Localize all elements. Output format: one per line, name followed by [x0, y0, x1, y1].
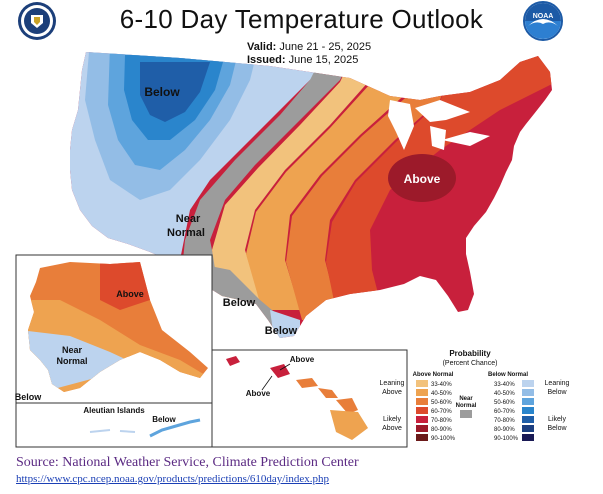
- legend-above-label: 80-90%: [431, 427, 452, 433]
- hawaii-inset-frame: [211, 349, 408, 448]
- aleutian-title: Aleutian Islands: [83, 406, 145, 415]
- legend-above-swatch: [416, 398, 428, 405]
- map-label-below-nw: Below: [144, 85, 180, 99]
- legend-below-swatch: [522, 398, 534, 405]
- legend-below-swatch: [522, 407, 534, 414]
- legend-above-swatch: [416, 389, 428, 396]
- legend-near-swatch: [460, 410, 472, 418]
- legend-above-label: 90-100%: [431, 436, 456, 442]
- valid-label: Valid:: [247, 41, 277, 53]
- legend-below-swatch: [522, 425, 534, 432]
- legend-below-header: Below Normal: [488, 372, 528, 378]
- legend-below-swatch: [522, 380, 534, 387]
- source-link[interactable]: https://www.cpc.ncep.noaa.gov/products/p…: [16, 473, 330, 485]
- issued-date: June 15, 2025: [288, 54, 359, 66]
- legend-below-label: 70-80%: [494, 418, 515, 424]
- hi-label-above-2: Above: [246, 389, 271, 398]
- map-label-below-tx: Below: [265, 325, 298, 337]
- legend-below-swatch: [522, 416, 534, 423]
- legend-likely-above-2: Above: [382, 425, 402, 432]
- legend-above-header: Above Normal: [413, 372, 454, 378]
- legend-below-label: 40-50%: [494, 391, 515, 397]
- legend-above-swatch: [416, 407, 428, 414]
- map-label-above-ne: Above: [404, 172, 441, 186]
- legend-near-label-2: Normal: [456, 403, 477, 409]
- aleutian-label-below: Below: [152, 415, 176, 424]
- legend-above-swatch: [416, 380, 428, 387]
- map-label-near-1: Near: [176, 213, 201, 225]
- valid-dates: June 21 - 25, 2025: [279, 41, 372, 53]
- legend-below-label: 80-90%: [494, 427, 515, 433]
- legend: Probability (Percent Chance) Above Norma…: [380, 349, 570, 442]
- ak-label-above: Above: [116, 289, 144, 299]
- doc-seal-icon: [18, 2, 56, 40]
- issued-label: Issued:: [247, 54, 286, 66]
- legend-below-label: 50-60%: [494, 400, 515, 406]
- map-label-below-sw: Below: [223, 297, 256, 309]
- source-credit: Source: National Weather Service, Climat…: [16, 455, 359, 470]
- legend-below-scale: 33-40% 40-50% 50-60% 60-70% 70-80% 80-90% 90-1…: [494, 380, 534, 442]
- valid-issued-block: Valid: June 21 - 25, 2025 Issued: June 1…: [247, 41, 371, 67]
- ak-label-near-1: Near: [62, 345, 83, 355]
- legend-likely-below-1: Likely: [548, 416, 566, 423]
- hawaii-islands: [226, 356, 368, 440]
- map-label-near-2: Normal: [167, 227, 205, 239]
- legend-above-swatch: [416, 416, 428, 423]
- legend-above-swatch: [416, 434, 428, 441]
- legend-above-label: 40-50%: [431, 391, 452, 397]
- legend-title: Probability: [449, 349, 491, 358]
- legend-above-label: 50-60%: [431, 400, 452, 406]
- legend-above-label: 60-70%: [431, 409, 452, 415]
- legend-below-swatch: [522, 434, 534, 441]
- legend-leaning-above-2: Above: [382, 389, 402, 396]
- noaa-logo-icon: NOAA: [523, 1, 563, 41]
- legend-leaning-below-2: Below: [547, 389, 567, 396]
- legend-likely-above-1: Likely: [383, 416, 401, 423]
- ak-label-below: Below: [15, 392, 43, 402]
- legend-subtitle: (Percent Chance): [443, 360, 498, 367]
- legend-below-label: 33-40%: [494, 382, 515, 388]
- legend-leaning-below-1: Leaning: [545, 380, 570, 387]
- page-title: 6-10 Day Temperature Outlook: [119, 4, 484, 34]
- legend-near-label-1: Near: [459, 396, 473, 402]
- noaa-logo-text: NOAA: [533, 13, 554, 20]
- legend-above-label: 70-80%: [431, 418, 452, 424]
- legend-below-swatch: [522, 389, 534, 396]
- legend-likely-below-2: Below: [547, 425, 567, 432]
- legend-below-label: 90-100%: [494, 436, 519, 442]
- legend-above-scale: 33-40% 40-50% 50-60% 60-70% 70-80% 80-90% 90-1…: [416, 380, 456, 442]
- legend-above-label: 33-40%: [431, 382, 452, 388]
- legend-below-label: 60-70%: [494, 409, 515, 415]
- legend-above-swatch: [416, 425, 428, 432]
- ak-label-near-2: Normal: [56, 356, 87, 366]
- hi-label-above-1: Above: [290, 355, 315, 364]
- legend-leaning-above-1: Leaning: [380, 380, 405, 387]
